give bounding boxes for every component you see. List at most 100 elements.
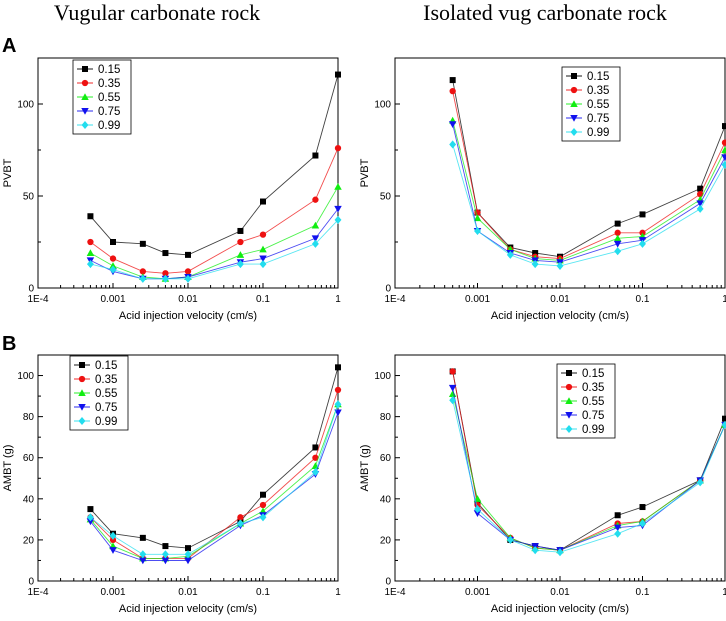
x-tick-label: 0.01 [178,587,198,598]
y-axis-label: AMBT (g) [359,445,371,492]
x-tick-label: 0.001 [465,294,490,305]
legend-marker-0.99 [78,416,86,426]
x-tick-label: 0.01 [178,294,198,305]
series-0.35 [87,145,342,277]
y-tick-label: 0 [385,284,391,295]
y-tick-label: 0 [385,577,391,588]
data-point-0.55 [109,262,117,269]
legend-entry-0.15: 0.15 [98,64,120,76]
x-tick-label: 0.01 [550,587,570,598]
legend-entry-0.35: 0.35 [98,78,120,90]
data-point-0.35 [449,368,456,375]
data-point-0.99 [334,215,342,224]
data-point-0.99 [236,519,244,528]
data-point-0.15 [185,251,191,258]
data-point-0.35 [109,255,117,262]
data-point-0.99 [696,204,704,213]
data-point-0.15 [139,534,146,541]
series-line-0.35 [90,148,339,274]
series-0.99 [449,396,726,557]
series-0.99 [86,215,342,283]
x-tick-label: 0.1 [636,294,650,305]
data-point-0.75 [696,200,704,208]
data-point-0.75 [613,240,622,248]
data-point-0.75 [259,255,267,263]
y-tick-label: 60 [23,453,35,464]
data-point-0.55 [473,214,482,222]
legend-entry-0.55: 0.55 [582,396,604,408]
series-0.99 [449,140,726,270]
data-point-0.55 [236,251,245,258]
data-point-0.15 [639,211,646,218]
data-point-0.35 [259,501,267,509]
data-point-0.99 [474,505,481,514]
data-point-0.99 [614,529,622,538]
data-point-0.55 [334,183,342,190]
x-tick-label: 1E-4 [27,294,49,305]
legend-entry-0.75: 0.75 [582,410,604,422]
y-tick-label: 60 [380,453,392,464]
data-point-0.99 [614,247,622,256]
series-0.75 [86,409,342,565]
legend-entry-0.99: 0.99 [98,120,120,132]
data-point-0.15 [532,250,539,257]
series-0.55 [86,183,342,282]
y-tick-label: 20 [23,535,35,546]
data-point-0.99 [184,550,192,559]
data-point-0.99 [639,239,646,248]
data-point-0.99 [109,265,117,274]
data-point-0.15 [185,545,191,552]
data-point-0.75 [311,235,320,243]
y-tick-label: 100 [374,100,391,111]
legend-marker-0.35 [78,375,86,383]
data-point-0.75 [473,510,482,517]
x-tick-label: 1 [335,294,341,305]
series-0.15 [87,71,341,258]
x-tick-label: 0.1 [636,587,650,598]
data-point-0.15 [87,506,94,513]
legend-marker-0.55 [78,389,86,396]
x-tick-label: 1E-4 [384,294,406,305]
data-point-0.15 [237,227,244,234]
data-point-0.75 [184,557,192,565]
x-tick-label: 1 [722,587,726,598]
legend-entry-0.75: 0.75 [587,113,609,125]
data-point-0.75 [448,384,457,392]
data-point-0.35 [312,196,319,203]
series-0.99 [86,400,342,559]
data-point-0.99 [506,250,514,259]
x-axis-label: Acid injection velocity (cm/s) [119,603,257,615]
legend-marker-0.99 [81,120,89,130]
data-point-0.75 [86,518,95,526]
y-tick-label: 50 [380,192,392,203]
legend-entry-0.99: 0.99 [587,127,609,139]
data-point-0.75 [334,205,342,213]
data-point-0.55 [613,234,622,242]
column-title-left: Vugular carbonate rock [54,0,260,25]
x-axis-label: Acid injection velocity (cm/s) [119,310,257,322]
legend-marker-0.15 [82,66,88,72]
y-tick-label: 0 [28,284,34,295]
data-point-0.99 [474,226,481,236]
data-point-0.15 [335,364,341,371]
x-tick-label: 1E-4 [27,587,49,598]
data-point-0.99 [86,513,94,522]
data-point-0.35 [721,139,726,146]
y-tick-label: 80 [23,412,35,423]
legend-marker-0.35 [81,79,89,87]
legend-marker-0.75 [570,115,578,122]
series-0.75 [448,121,726,266]
data-point-0.15 [312,152,319,159]
data-point-0.15 [87,213,94,220]
data-point-0.35 [87,238,94,246]
legend-entry-0.75: 0.75 [95,402,117,414]
legend-entry-0.99: 0.99 [95,416,117,428]
legend-marker-0.55 [570,100,578,107]
data-point-0.99 [86,260,94,269]
legend-marker-0.99 [565,424,573,434]
data-point-0.15 [614,220,621,227]
series-line-0.75 [452,124,726,263]
legend: 0.15 0.35 0.55 0.75 0.99 [556,363,616,439]
data-point-0.15 [449,77,456,84]
